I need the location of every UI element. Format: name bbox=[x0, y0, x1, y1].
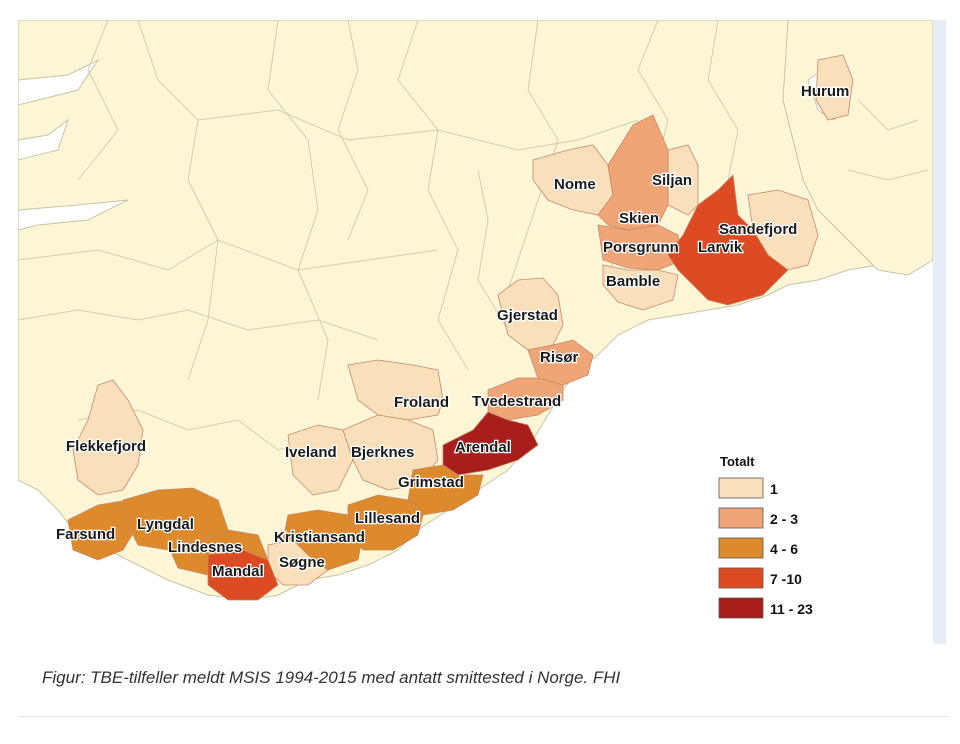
legend-swatch-3 bbox=[718, 537, 764, 559]
legend-label-1: 1 bbox=[770, 481, 778, 497]
area-froland bbox=[347, 359, 444, 421]
figure-caption: Figur: TBE-tilfeller meldt MSIS 1994-201… bbox=[42, 668, 621, 687]
area-larvik bbox=[667, 174, 789, 306]
legend-label-3: 4 - 6 bbox=[770, 541, 798, 557]
area-farsund bbox=[67, 499, 139, 561]
area-flekkefjord bbox=[72, 379, 144, 496]
legend-swatch-4 bbox=[718, 567, 764, 589]
side-strip bbox=[933, 20, 946, 644]
legend-swatch-2 bbox=[718, 507, 764, 529]
map: Hurum Nome Siljan Skien Sandefjord Porsg… bbox=[18, 20, 946, 644]
municipality-labels: Hurum Nome Siljan Skien Sandefjord Porsg… bbox=[55, 82, 851, 582]
label-larvik: Larvik bbox=[698, 239, 743, 256]
label-bjerknes: Bjerknes bbox=[351, 444, 414, 461]
municipality-areas bbox=[67, 54, 854, 601]
legend-swatch-1 bbox=[718, 477, 764, 499]
label-risor: Risør bbox=[540, 349, 579, 366]
area-bamble bbox=[602, 264, 679, 311]
label-grimstad: Grimstad bbox=[398, 474, 464, 491]
fjord-inlet bbox=[18, 199, 129, 231]
label-hurum: Hurum bbox=[801, 83, 849, 100]
label-mandal: Mandal bbox=[212, 563, 264, 580]
label-lillesand: Lillesand bbox=[355, 510, 420, 527]
label-kristiansand: Kristiansand bbox=[274, 529, 365, 546]
legend-title: Totalt bbox=[720, 454, 755, 469]
legend-label-4: 7 -10 bbox=[770, 571, 802, 587]
label-arendal: Arendal bbox=[455, 439, 511, 456]
label-skien: Skien bbox=[619, 210, 659, 227]
area-hurum bbox=[815, 54, 854, 121]
label-gjerstad: Gjerstad bbox=[497, 307, 558, 324]
fjord-inlet bbox=[18, 58, 100, 106]
legend-label-2: 2 - 3 bbox=[770, 511, 798, 527]
label-sogne: Søgne bbox=[279, 554, 325, 571]
label-flekkefjord: Flekkefjord bbox=[66, 438, 146, 455]
divider bbox=[18, 716, 948, 717]
label-farsund: Farsund bbox=[56, 526, 115, 543]
legend-swatch-5 bbox=[718, 597, 764, 619]
label-froland: Froland bbox=[394, 394, 449, 411]
label-lyngdal: Lyngdal bbox=[137, 516, 194, 533]
label-sandefjord: Sandefjord bbox=[719, 221, 797, 238]
area-mandal bbox=[207, 549, 279, 601]
label-tvedestrand: Tvedestrand bbox=[472, 393, 561, 410]
label-iveland: Iveland bbox=[285, 444, 337, 461]
label-porsgrunn: Porsgrunn bbox=[603, 239, 679, 256]
label-siljan: Siljan bbox=[652, 172, 692, 189]
fjord-inlet bbox=[18, 118, 69, 161]
legend: Totalt 1 2 - 3 4 - 6 7 -10 11 - 23 bbox=[718, 454, 813, 619]
area-gjerstad bbox=[497, 277, 564, 351]
area-iveland bbox=[287, 424, 354, 496]
label-bamble: Bamble bbox=[606, 273, 660, 290]
label-nome: Nome bbox=[554, 176, 596, 193]
legend-label-5: 11 - 23 bbox=[770, 601, 813, 617]
label-lindesnes: Lindesnes bbox=[168, 539, 242, 556]
